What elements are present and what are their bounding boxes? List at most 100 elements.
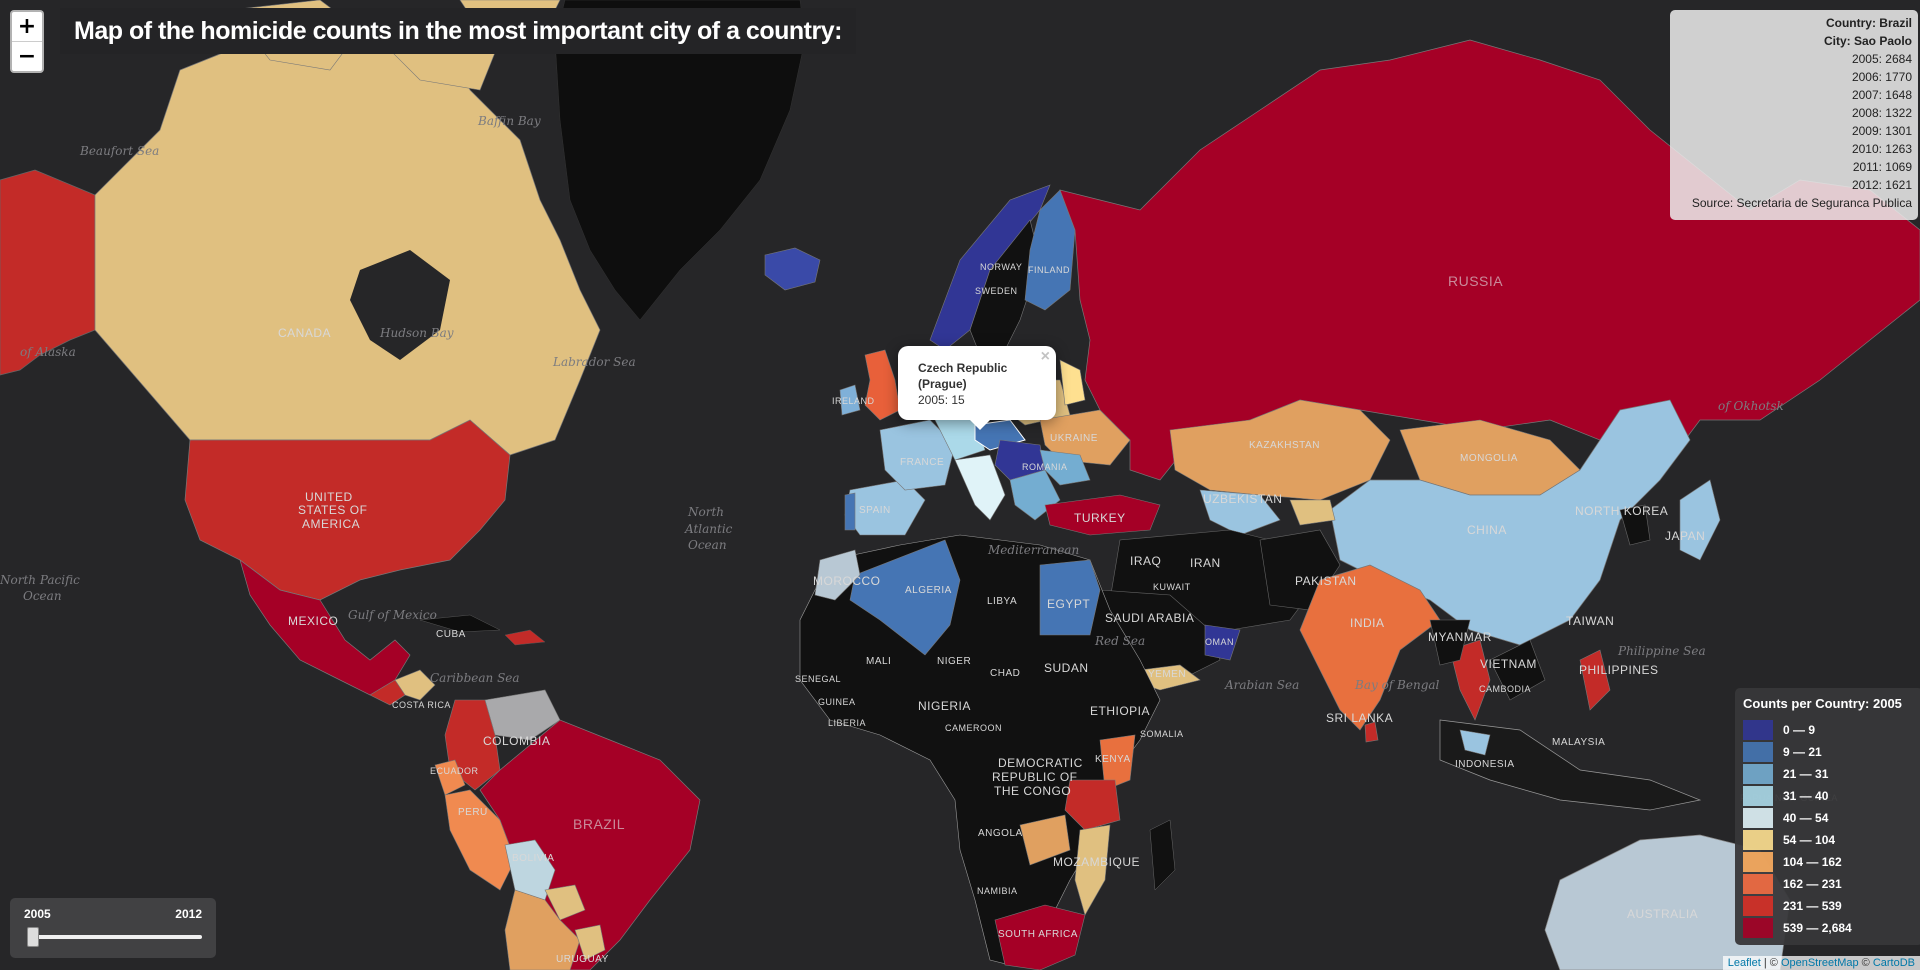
svg-text:CUBA: CUBA xyxy=(436,629,466,640)
svg-text:MOZAMBIQUE: MOZAMBIQUE xyxy=(1053,855,1140,869)
svg-text:Labrador Sea: Labrador Sea xyxy=(552,355,636,369)
legend-swatch xyxy=(1743,896,1773,916)
svg-text:IRELAND: IRELAND xyxy=(832,396,875,406)
country-mexico[interactable] xyxy=(239,559,411,696)
svg-text:NIGERIA: NIGERIA xyxy=(918,699,971,713)
svg-text:PHILIPPINES: PHILIPPINES xyxy=(1579,663,1659,677)
svg-text:BRAZIL: BRAZIL xyxy=(573,816,625,832)
legend-item: 9 — 21 xyxy=(1743,741,1915,763)
svg-text:Red Sea: Red Sea xyxy=(1094,634,1145,648)
svg-text:CAMEROON: CAMEROON xyxy=(945,723,1002,733)
country-popup: × Czech Republic (Prague) 2005: 15 xyxy=(898,346,1056,430)
svg-text:KAZAKHSTAN: KAZAKHSTAN xyxy=(1249,440,1320,451)
legend-label: 0 — 9 xyxy=(1783,723,1816,737)
svg-text:THE CONGO: THE CONGO xyxy=(994,784,1071,798)
svg-text:North: North xyxy=(687,505,724,519)
info-year-value: 2009: 1301 xyxy=(1851,124,1912,138)
slider-track[interactable] xyxy=(30,935,202,939)
country-alaska[interactable] xyxy=(0,169,96,376)
legend-label: 539 — 2,684 xyxy=(1783,921,1852,935)
svg-text:North Pacific: North Pacific xyxy=(0,573,80,587)
legend-item: 539 — 2,684 xyxy=(1743,917,1915,939)
leaflet-link[interactable]: Leaflet xyxy=(1727,957,1761,969)
legend: Counts per Country: 2005 0 — 9 9 — 21 21 —… xyxy=(1735,688,1920,945)
svg-text:NORWAY: NORWAY xyxy=(980,262,1022,272)
svg-text:URUGUAY: URUGUAY xyxy=(556,954,609,965)
cartodb-link[interactable]: CartoDB xyxy=(1872,957,1915,969)
svg-text:DEMOCRATIC: DEMOCRATIC xyxy=(998,756,1083,770)
country-uk[interactable] xyxy=(864,349,901,421)
attribution: Leaflet | © OpenStreetMap © CartoDB xyxy=(1722,956,1920,970)
country-iceland[interactable] xyxy=(764,247,821,291)
year-slider-panel: 2005 2012 xyxy=(10,898,216,958)
svg-text:SOUTH AFRICA: SOUTH AFRICA xyxy=(998,929,1078,940)
svg-text:Ocean: Ocean xyxy=(688,538,727,552)
svg-text:TAIWAN: TAIWAN xyxy=(1566,614,1614,628)
zoom-out-button[interactable]: − xyxy=(17,44,37,69)
svg-text:MALI: MALI xyxy=(866,656,891,667)
country-egypt[interactable] xyxy=(1039,559,1101,636)
svg-text:Baffin Bay: Baffin Bay xyxy=(477,114,541,128)
zoom-in-button[interactable]: + xyxy=(12,12,42,42)
svg-text:IRAN: IRAN xyxy=(1190,556,1221,570)
svg-text:STATES OF: STATES OF xyxy=(298,503,367,517)
svg-text:LIBYA: LIBYA xyxy=(987,596,1017,607)
country-france[interactable] xyxy=(879,419,956,491)
svg-text:Beaufort Sea: Beaufort Sea xyxy=(79,144,159,158)
zoom-control: + − xyxy=(10,10,44,73)
legend-swatch xyxy=(1743,874,1773,894)
legend-swatch xyxy=(1743,764,1773,784)
svg-text:ALGERIA: ALGERIA xyxy=(905,585,952,596)
svg-text:Ocean: Ocean xyxy=(23,589,62,603)
legend-swatch xyxy=(1743,918,1773,938)
svg-text:KUWAIT: KUWAIT xyxy=(1153,582,1191,592)
svg-text:MYANMAR: MYANMAR xyxy=(1428,630,1492,644)
svg-text:SRI LANKA: SRI LANKA xyxy=(1326,711,1393,725)
svg-text:COSTA RICA: COSTA RICA xyxy=(392,700,451,710)
country-usa[interactable] xyxy=(184,419,511,601)
svg-text:PERU: PERU xyxy=(458,807,488,818)
popup-value: 2005: 15 xyxy=(918,393,965,407)
svg-text:NAMIBIA: NAMIBIA xyxy=(977,886,1018,896)
legend-swatch xyxy=(1743,852,1773,872)
country-china[interactable] xyxy=(1329,399,1691,646)
country-south-africa[interactable] xyxy=(994,904,1086,970)
svg-text:ECUADOR: ECUADOR xyxy=(430,766,479,776)
legend-swatch xyxy=(1743,808,1773,828)
svg-text:TURKEY: TURKEY xyxy=(1074,511,1126,525)
svg-text:FRANCE: FRANCE xyxy=(900,457,944,468)
svg-text:CAMBODIA: CAMBODIA xyxy=(1479,684,1531,694)
country-colombia[interactable] xyxy=(444,699,501,791)
svg-text:YEMEN: YEMEN xyxy=(1148,669,1186,680)
svg-text:LIBERIA: LIBERIA xyxy=(828,718,866,728)
slider-min-label: 2005 xyxy=(24,907,51,921)
info-year-value: 2012: 1621 xyxy=(1851,178,1912,192)
svg-text:SAUDI ARABIA: SAUDI ARABIA xyxy=(1105,611,1194,625)
svg-text:MALAYSIA: MALAYSIA xyxy=(1552,737,1605,748)
country-russia[interactable] xyxy=(1059,39,1920,481)
svg-text:CANADA: CANADA xyxy=(278,326,331,340)
legend-label: 31 — 40 xyxy=(1783,789,1829,803)
svg-text:UNITED: UNITED xyxy=(305,490,353,504)
popup-close-button[interactable]: × xyxy=(1040,348,1050,365)
svg-text:EGYPT: EGYPT xyxy=(1047,597,1090,611)
country-brazil[interactable] xyxy=(479,719,701,970)
legend-label: 231 — 539 xyxy=(1783,899,1842,913)
osm-link[interactable]: OpenStreetMap xyxy=(1780,957,1859,969)
svg-text:ETHIOPIA: ETHIOPIA xyxy=(1090,704,1150,718)
svg-text:SENEGAL: SENEGAL xyxy=(795,674,841,684)
svg-text:OMAN: OMAN xyxy=(1205,637,1234,647)
svg-text:of Alaska: of Alaska xyxy=(20,345,76,359)
country-algeria[interactable] xyxy=(849,539,961,656)
svg-text:Mediterranean: Mediterranean xyxy=(987,543,1079,557)
svg-text:Caribbean Sea: Caribbean Sea xyxy=(430,671,520,685)
svg-text:RUSSIA: RUSSIA xyxy=(1448,273,1503,289)
info-year-value: 2005: 2684 xyxy=(1851,52,1912,66)
info-panel: Country: Brazil City: Sao Paolo 2005: 26… xyxy=(1670,10,1918,220)
svg-text:Philippine Sea: Philippine Sea xyxy=(1617,644,1706,658)
country-turkey[interactable] xyxy=(1044,494,1161,536)
country-india[interactable] xyxy=(1299,564,1441,731)
svg-text:REPUBLIC OF: REPUBLIC OF xyxy=(992,770,1078,784)
slider-handle[interactable] xyxy=(27,927,39,947)
